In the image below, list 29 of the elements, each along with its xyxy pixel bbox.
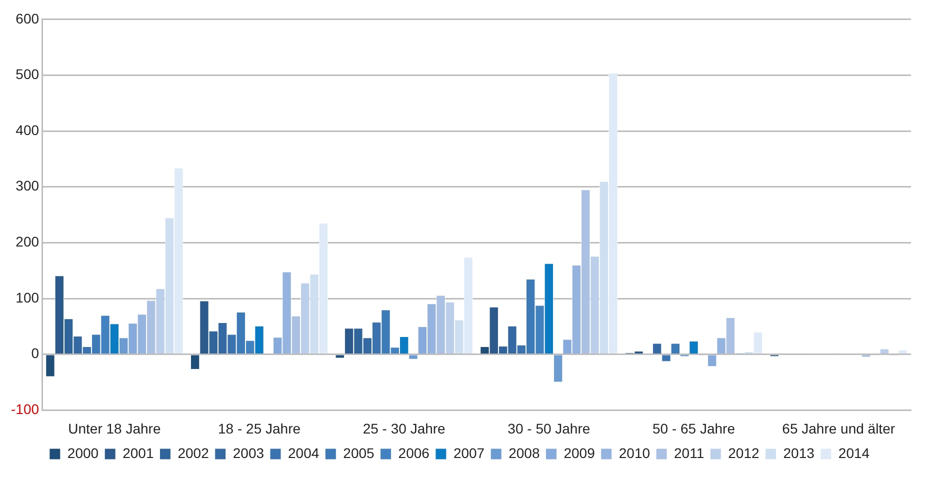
legend-label: 2011 xyxy=(674,444,704,461)
y-tick-label: 100 xyxy=(16,289,40,306)
legend-label: 2008 xyxy=(508,444,540,461)
x-tick-label: 30 - 50 Jahre xyxy=(508,420,590,436)
x-tick-label: 65 Jahre und älter xyxy=(782,420,896,436)
y-tick-label: 200 xyxy=(16,234,40,250)
y-tick-label: 500 xyxy=(16,66,40,82)
x-tick-label: Unter 18 Jahre xyxy=(68,420,161,436)
legend-label: 2002 xyxy=(178,444,210,461)
legend-label: 2007 xyxy=(453,444,485,461)
legend-label: 2003 xyxy=(232,444,264,461)
legend-label: 2012 xyxy=(728,444,760,461)
legend-label: 2010 xyxy=(618,444,650,461)
x-tick-label: 18 - 25 Jahre xyxy=(218,420,301,436)
legend-label: 2013 xyxy=(783,444,815,461)
legend-label: 2014 xyxy=(838,444,870,461)
legend-label: 2004 xyxy=(288,444,320,461)
y-tick-label: 400 xyxy=(16,122,40,138)
legend-label: 2009 xyxy=(564,444,596,461)
y-tick-label: 600 xyxy=(16,10,40,26)
y-tick-label: -100 xyxy=(10,401,40,418)
legend-label: 2000 xyxy=(67,444,99,461)
legend-label: 2001 xyxy=(122,444,154,461)
x-tick-label: 50 - 65 Jahre xyxy=(652,420,736,436)
x-tick-label: 25 - 30 Jahre xyxy=(362,420,446,436)
y-tick-label: 0 xyxy=(31,345,40,362)
legend-label: 2005 xyxy=(343,444,375,461)
y-tick-label: 300 xyxy=(16,178,40,194)
legend-label: 2006 xyxy=(398,444,430,461)
